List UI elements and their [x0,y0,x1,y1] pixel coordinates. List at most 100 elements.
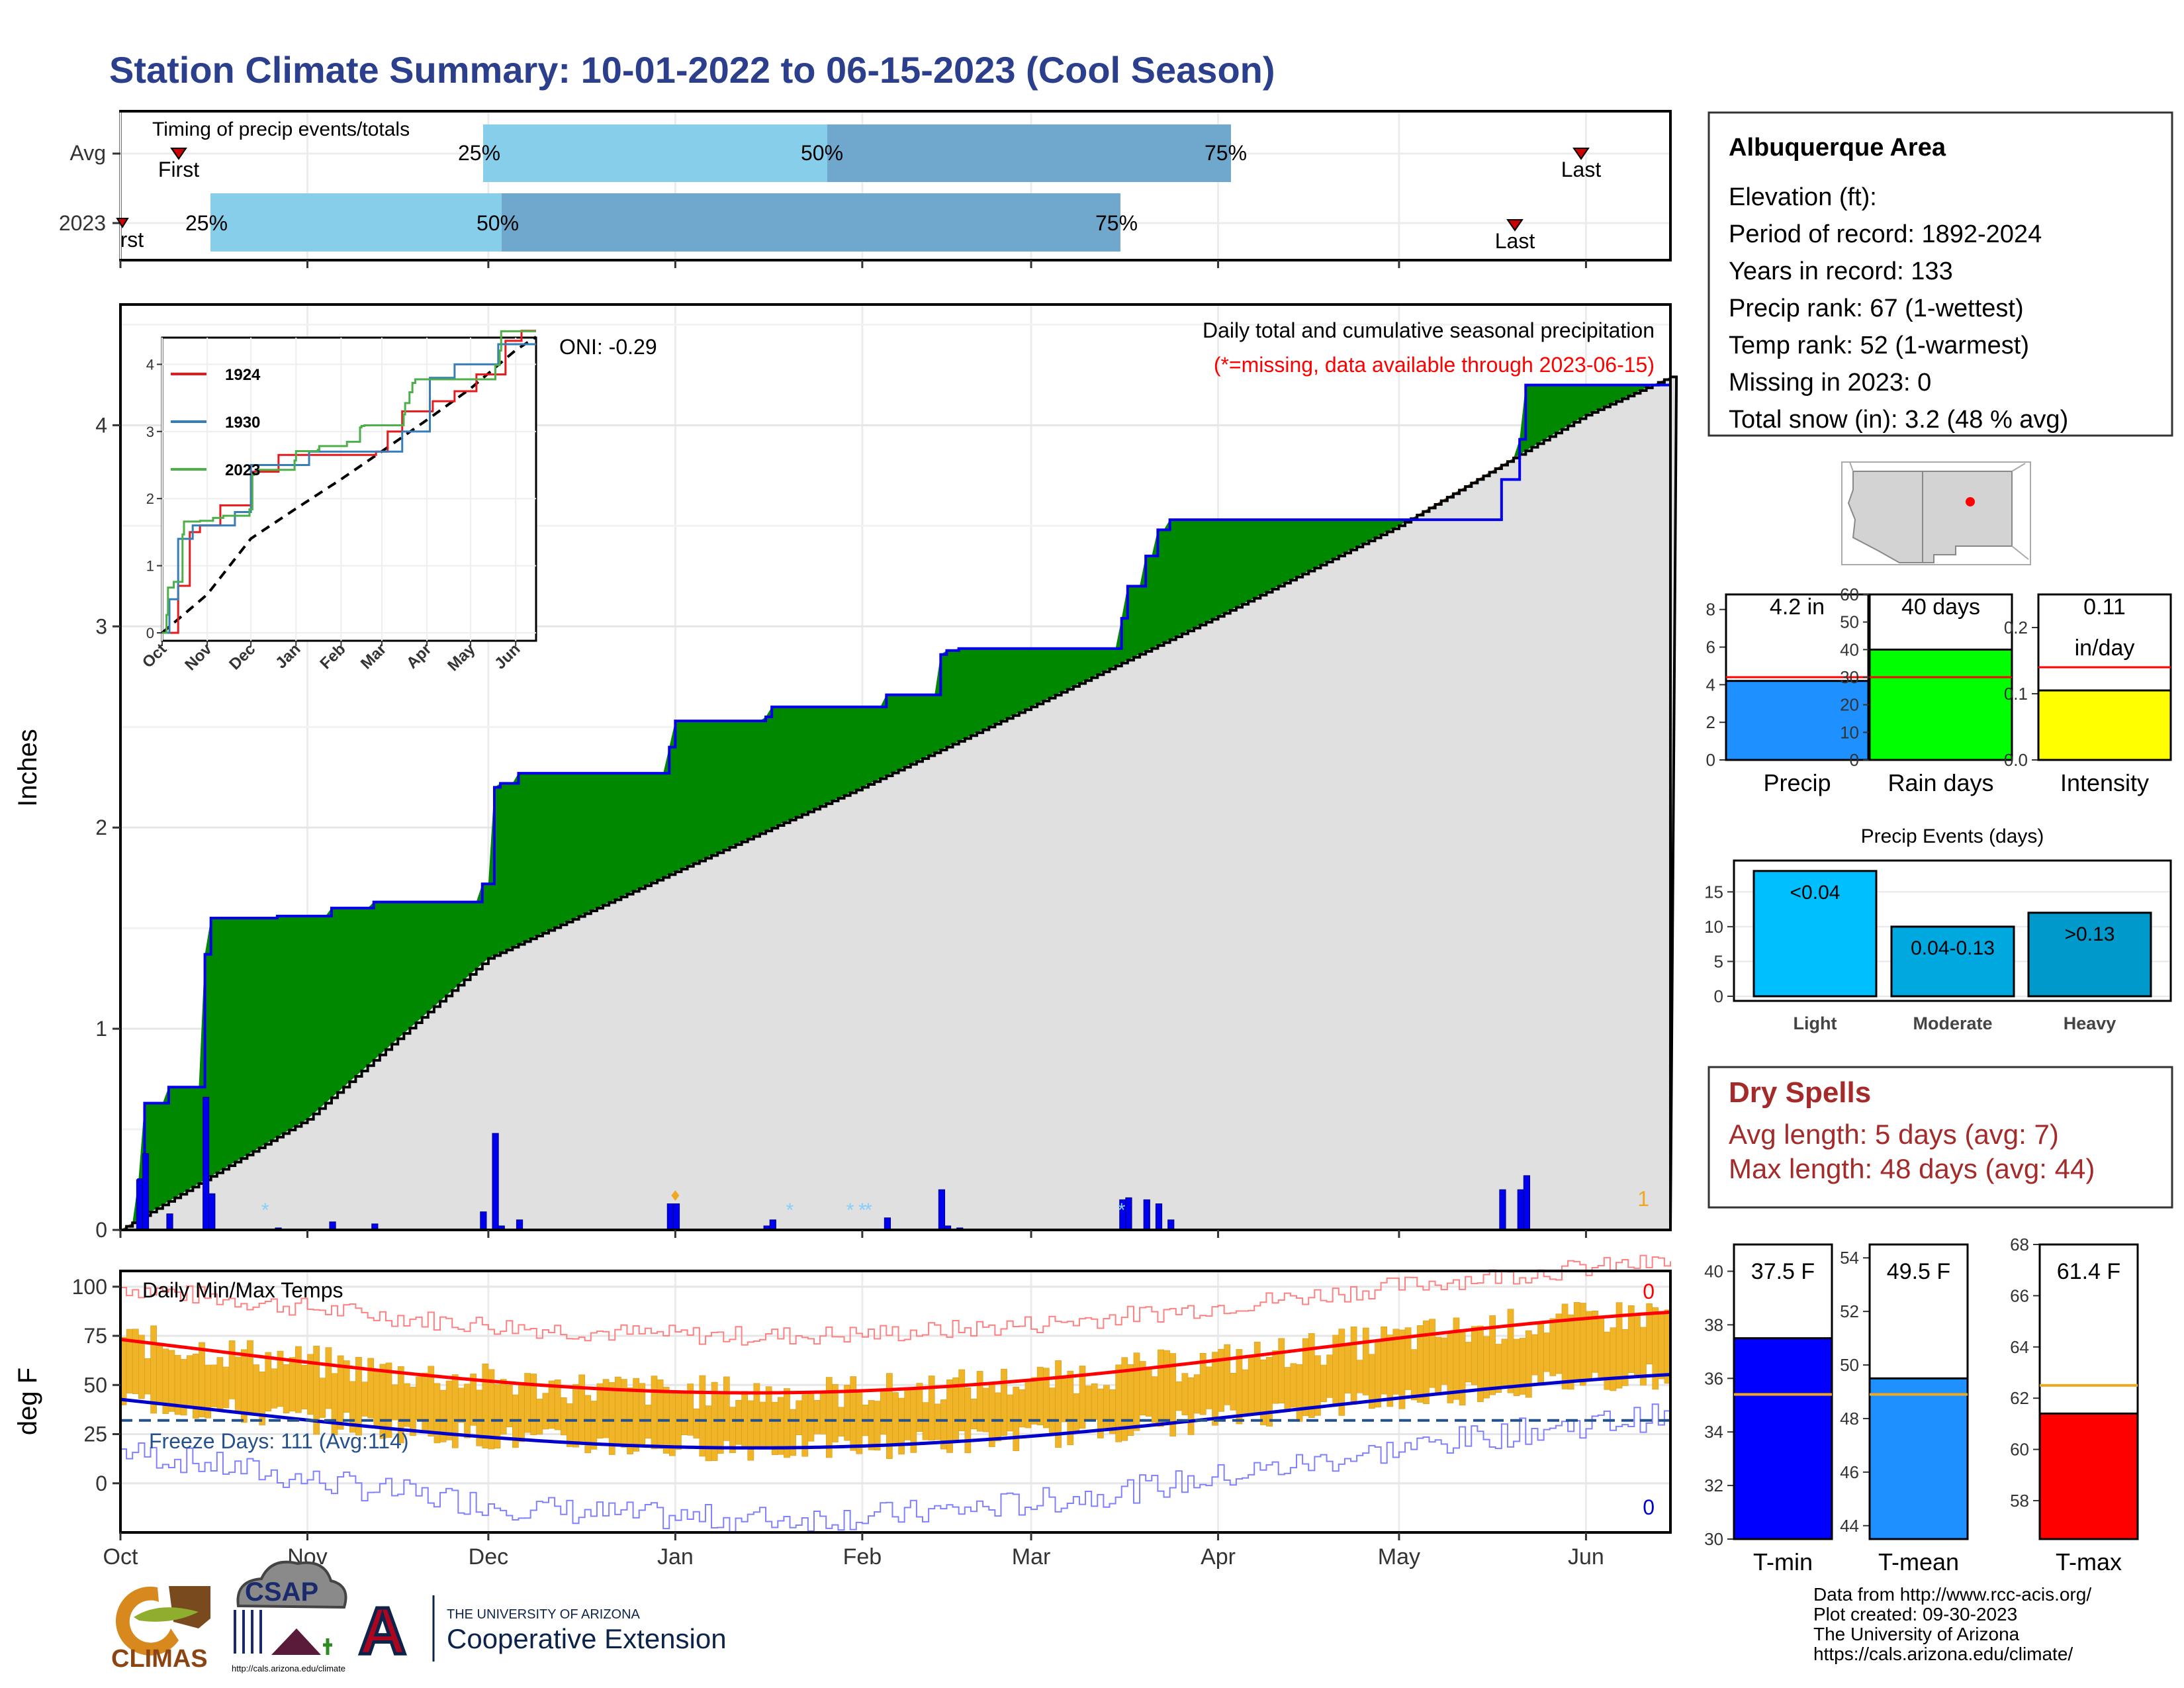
temp-range-bar [1284,1367,1291,1412]
temp-range-bar [934,1403,941,1440]
temp-range-bar [289,1357,296,1412]
temp-range-bar [222,1366,230,1409]
csap-logo: CSAP http://cals.arizona.edu/climate [232,1560,347,1673]
y2023-row-label: 2023 [59,211,106,235]
snow-marker: * [858,1199,866,1221]
footer: Data from http://www.rcc-acis.org/ Plot … [111,1560,2091,1673]
temp-range-bar [1007,1394,1014,1432]
temp-range-bar [1230,1373,1237,1411]
temp-range-bar [1658,1313,1665,1380]
temp-range-bar [247,1340,253,1413]
events-category: Light [1794,1013,1837,1033]
timing-title: Timing of precip events/totals [152,118,410,140]
snow-marker: * [261,1199,269,1221]
temp-bar-tick: 62 [2010,1388,2029,1408]
temp-range-bar [958,1369,966,1431]
inset-ytick-label: 0 [146,625,154,641]
temp-range-bar [1030,1377,1038,1425]
ua-line-2: Cooperative Extension [447,1623,727,1654]
temp-range-bar [132,1329,139,1394]
temp-bar-tick: 58 [2010,1491,2029,1511]
precip-header: Daily total and cumulative seasonal prec… [1203,318,1655,342]
temp-range-bar [458,1387,465,1423]
temp-range-bar [1561,1303,1569,1389]
temp-bar-tick: 54 [1840,1248,1859,1268]
temp-range-bar [186,1355,193,1407]
daily-precip-bar [1155,1203,1163,1231]
temp-range-bar [813,1399,821,1434]
temp-range-bar [1290,1363,1297,1408]
events-bar-label: 0.04-0.13 [1911,937,1995,959]
ua-line-1: THE UNIVERSITY OF ARIZONA [447,1607,641,1622]
temp-range-bar [542,1393,549,1430]
y2023-last-marker [1506,219,1524,232]
temp-range-bar [536,1399,543,1434]
temp-range-bar [361,1382,368,1417]
temp-ytick-label: 50 [83,1373,107,1397]
temp-range-bar [819,1392,827,1434]
inset-legend-label: 1930 [225,414,260,432]
temp-range-bar [892,1392,899,1444]
daily-precip-bar [1125,1197,1132,1231]
temp-range-bar [271,1368,278,1409]
temp-range-bar [1387,1335,1394,1407]
timing-panel: Timing of precip events/totals Avg 2023 … [59,110,1672,261]
temp-range-bar [1573,1302,1580,1383]
temp-range-bar [1013,1386,1020,1452]
mini-bar-tick: 6 [1706,637,1715,657]
snow-marker: * [864,1199,872,1221]
y2023-first-marker [116,218,129,228]
temp-xtick-label: Oct [103,1544,138,1570]
events-bar-label: <0.04 [1790,882,1841,904]
temp-range-bar [856,1389,863,1454]
temp-range-bar [1266,1356,1273,1427]
oni-label: ONI: -0.29 [559,335,657,359]
info-line: Period of record: 1892-2024 [1729,220,2042,248]
temp-range-bar [1158,1349,1164,1427]
avg-first-marker [170,148,187,160]
locator-map [1841,461,2031,565]
temp-range-bar [729,1407,736,1454]
daily-precip-bar [166,1213,173,1231]
mini-bar-tick: 50 [1840,612,1859,632]
temp-range-bar [1435,1336,1442,1393]
temp-range-bar [1296,1364,1303,1422]
mini-bar-tick: 40 [1840,639,1859,659]
temp-range-bar [1133,1352,1140,1431]
temp-range-bar [693,1408,700,1438]
mini-bar-tick: 30 [1840,667,1859,687]
missing-marker [671,1190,680,1201]
inset-1930-line [162,343,536,634]
temp-bar-tick: 30 [1704,1529,1723,1549]
temp-bar-tick: 64 [2010,1337,2029,1357]
footer-line-1: Data from http://www.rcc-acis.org/ [1813,1584,2091,1605]
events-bar [2027,912,2152,998]
precip-ytick-label: 3 [95,614,107,638]
temp-range-bar [422,1372,429,1432]
inset-legend-label: 1924 [225,366,261,384]
dry-spells-box: Dry Spells Avg length: 5 days (avg: 7) M… [1707,1066,2173,1209]
temp-range-bar [234,1356,242,1413]
temp-range-bar [464,1383,471,1438]
temp-range-bar [982,1387,989,1432]
footer-line-3: The University of Arizona [1813,1624,2020,1644]
temp-range-bar [1471,1326,1478,1385]
temp-ylabel: deg F [13,1368,42,1435]
missing-note: (*=missing, data available through 2023-… [1214,353,1655,377]
daily-precip-bar [1517,1189,1524,1231]
events-category: Moderate [1913,1013,1992,1033]
y2023-q25-label: 25% [185,211,228,235]
daily-precip-bar [208,1193,216,1231]
temp-ytick-label: 100 [72,1275,107,1299]
cumulative-2023-line [120,383,1670,1231]
info-line: Temp rank: 52 (1-warmest) [1729,332,2029,359]
temp-bar-tick: 36 [1704,1368,1723,1388]
temp-bar [1868,1377,1969,1540]
events-tick: 10 [1704,917,1723,937]
inset-ytick-label: 2 [146,491,154,507]
inset-2023-line [162,330,536,634]
daily-precip-bar [672,1203,680,1231]
temp-range-bar [1260,1359,1267,1425]
